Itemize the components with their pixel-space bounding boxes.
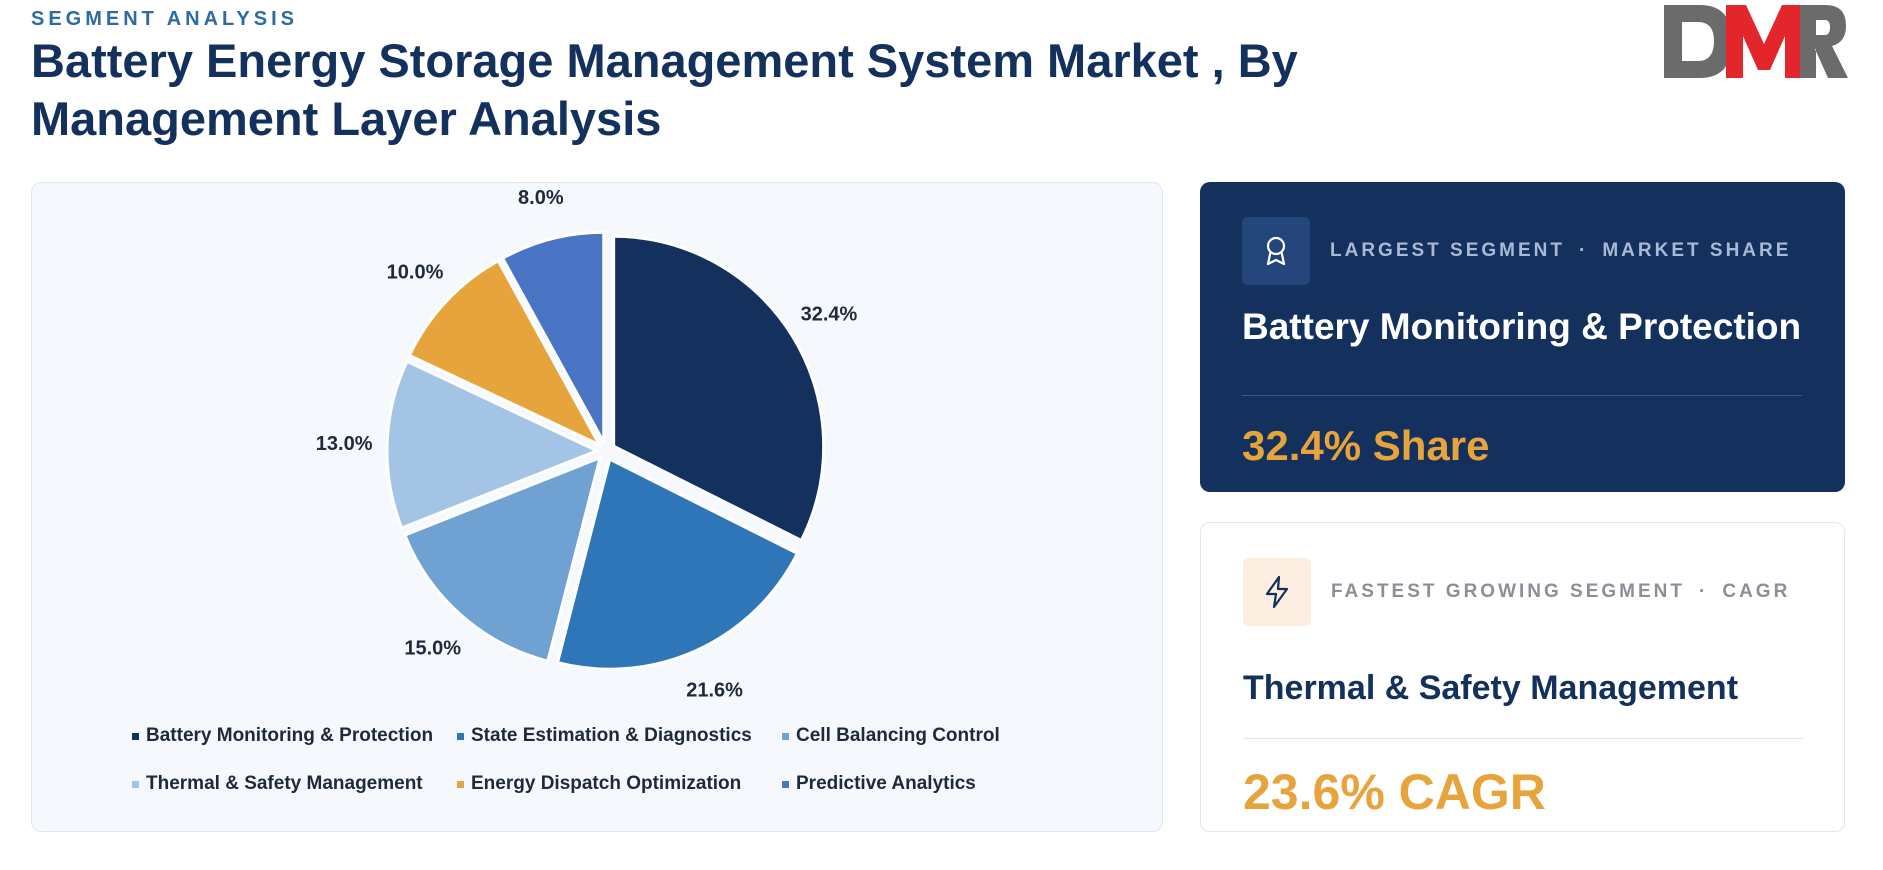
legend-item: Predictive Analytics	[782, 771, 1102, 797]
pie-slice	[612, 234, 826, 543]
legend-swatch	[132, 780, 139, 788]
legend-label: Battery Monitoring & Protection	[146, 725, 434, 746]
fastest-segment-label: FASTEST GROWING SEGMENT · CAGR	[1331, 581, 1791, 602]
slice-data-label: 32.4%	[801, 303, 858, 325]
largest-segment-card: LARGEST SEGMENT · MARKET SHARE Battery Mon…	[1200, 182, 1845, 492]
legend-label: State Estimation & Diagnostics	[471, 725, 752, 746]
divider	[1243, 738, 1803, 739]
logo-letter-d	[1664, 5, 1732, 78]
legend-label: Thermal & Safety Management	[146, 773, 423, 794]
section-eyebrow: SEGMENT ANALYSIS	[31, 8, 298, 30]
page-title: Battery Energy Storage Management System…	[31, 34, 1298, 145]
legend-item: Battery Monitoring & Protection	[132, 723, 457, 749]
chart-legend: Battery Monitoring & Protection State Est…	[132, 723, 1132, 797]
slice-data-label: 13.0%	[316, 433, 373, 455]
slice-data-label: 15.0%	[404, 638, 461, 660]
legend-item: State Estimation & Diagnostics	[457, 723, 782, 749]
legend-label: Predictive Analytics	[796, 773, 976, 794]
lightning-icon	[1243, 558, 1311, 626]
largest-segment-name: Battery Monitoring & Protection	[1242, 306, 1802, 347]
slice-data-label: 10.0%	[387, 262, 444, 284]
legend-swatch	[782, 732, 789, 740]
legend-item: Thermal & Safety Management	[132, 771, 457, 797]
largest-segment-label: LARGEST SEGMENT · MARKET SHARE	[1330, 240, 1792, 261]
largest-segment-value: 32.4% Share	[1242, 422, 1490, 469]
pie-slice	[555, 457, 800, 671]
award-icon	[1242, 217, 1310, 285]
pie-slice	[407, 258, 603, 449]
legend-label: Energy Dispatch Optimization	[471, 773, 742, 794]
slice-data-label: 8.0%	[518, 187, 564, 209]
pie-slice	[402, 455, 603, 663]
fastest-segment-value: 23.6% CAGR	[1243, 764, 1546, 820]
pie-slice	[385, 359, 601, 530]
legend-item: Cell Balancing Control	[782, 723, 1102, 749]
logo-letter-m	[1726, 5, 1802, 78]
legend-swatch	[457, 780, 464, 788]
legend-swatch	[457, 732, 464, 740]
pie-chart: 32.4% 21.6% 15.0% 13.0% 10.0% 8.0%	[316, 187, 858, 701]
divider	[1242, 395, 1802, 396]
fastest-segment-card: FASTEST GROWING SEGMENT · CAGR Thermal & S…	[1200, 522, 1845, 832]
logo-letter-r	[1800, 5, 1848, 78]
pie-slice	[500, 230, 606, 444]
pie-chart-card: 32.4% 21.6% 15.0% 13.0% 10.0% 8.0% Battery Mo…	[31, 182, 1163, 832]
legend-item: Energy Dispatch Optimization	[457, 771, 782, 797]
legend-swatch	[782, 780, 789, 788]
dmr-logo	[1664, 5, 1848, 78]
slice-data-label: 21.6%	[686, 679, 743, 701]
fastest-segment-name: Thermal & Safety Management	[1243, 669, 1739, 707]
legend-label: Cell Balancing Control	[796, 725, 1000, 746]
legend-swatch	[132, 732, 139, 740]
